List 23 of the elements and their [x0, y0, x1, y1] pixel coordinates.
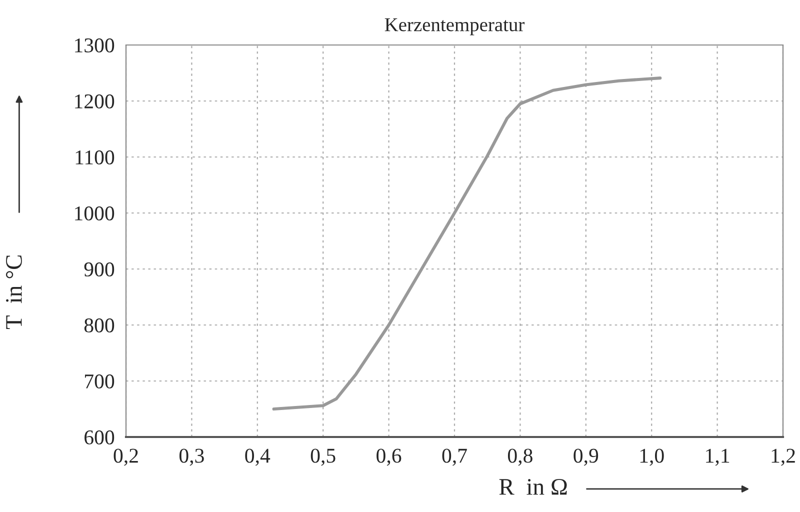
y-tick-label: 700 [85, 374, 114, 388]
x-tick-label: 0,3 [179, 448, 204, 466]
x-tick-label: 0,9 [574, 448, 598, 466]
x-tick-label: 0,6 [376, 448, 402, 466]
x-tick-label: 1,0 [640, 448, 664, 466]
x-axis-title: R in Ω [499, 479, 567, 495]
y-tick-label: 1100 [76, 150, 114, 164]
chart-title: Kerzentemperatur [384, 18, 524, 36]
x-tick-label: 0,4 [245, 448, 270, 466]
y-tick-label: 800 [84, 318, 114, 332]
y-tick-label: 1200 [75, 94, 114, 108]
y-tick-label: 600 [84, 430, 114, 444]
x-tick-label: 0,5 [310, 448, 336, 466]
y-tick-label: 1000 [75, 206, 114, 220]
y-axis-title: T in °C [6, 256, 22, 330]
x-tick-label: 1,1 [706, 448, 730, 466]
x-tick-label: 0,2 [114, 448, 138, 466]
y-tick-label: 1300 [75, 38, 114, 52]
x-tick-label: 0,8 [508, 448, 532, 466]
x-tick-label: 1,2 [772, 448, 795, 466]
line-series [272, 76, 662, 411]
x-tick-label: 0,7 [442, 448, 467, 466]
y-tick-label: 900 [84, 262, 114, 276]
